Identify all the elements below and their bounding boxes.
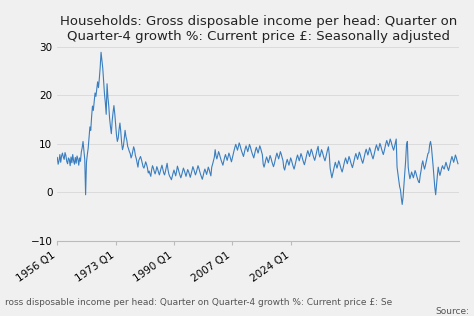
Text: ross disposable income per head: Quarter on Quarter-4 growth %: Current price £:: ross disposable income per head: Quarter… <box>5 298 392 307</box>
Text: Source:: Source: <box>435 307 469 316</box>
Title: Households: Gross disposable income per head: Quarter on
Quarter-4 growth %: Cur: Households: Gross disposable income per … <box>60 15 457 43</box>
